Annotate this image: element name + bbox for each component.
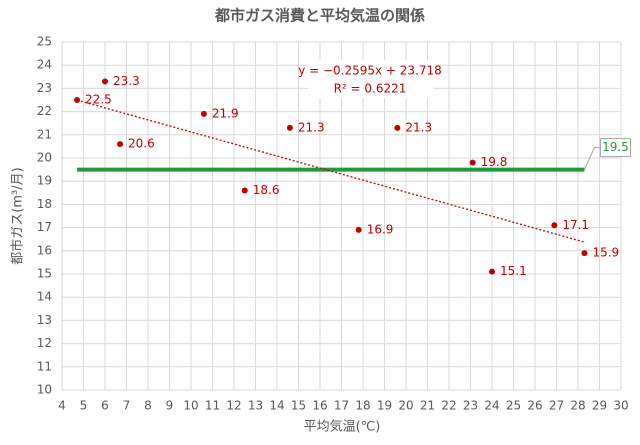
y-tick-label: 23 — [37, 81, 52, 95]
trend-r-squared: R² = 0.6221 — [334, 82, 407, 96]
y-tick-label: 24 — [37, 58, 52, 72]
data-label: 15.9 — [592, 246, 619, 260]
data-label: 21.3 — [298, 120, 325, 134]
y-tick-label: 16 — [37, 243, 52, 257]
x-tick-label: 10 — [183, 399, 198, 413]
x-axis-title: 平均気温(℃) — [304, 419, 381, 435]
y-tick-label: 18 — [37, 197, 52, 211]
x-tick-label: 12 — [226, 399, 241, 413]
equation-box — [308, 60, 433, 98]
y-tick-label: 15 — [37, 267, 52, 281]
x-tick-label: 27 — [549, 399, 564, 413]
x-tick-label: 9 — [166, 399, 174, 413]
x-tick-label: 26 — [527, 399, 542, 413]
x-tick-label: 8 — [144, 399, 152, 413]
data-label: 15.1 — [500, 264, 527, 278]
y-tick-label: 21 — [37, 127, 52, 141]
point — [469, 159, 476, 166]
point — [394, 124, 401, 131]
x-tick-label: 16 — [312, 399, 327, 413]
y-tick-label: 12 — [37, 336, 52, 350]
y-tick-label: 20 — [37, 151, 52, 165]
point — [241, 187, 248, 194]
data-label: 21.9 — [212, 106, 239, 120]
y-tick-label: 17 — [37, 220, 52, 234]
x-tick-label: 17 — [334, 399, 349, 413]
x-tick-label: 4 — [58, 399, 66, 413]
x-tick-label: 22 — [441, 399, 456, 413]
y-tick-label: 19 — [37, 174, 52, 188]
label-box — [599, 138, 631, 158]
trend-equation: y = −0.2595x + 23.718 — [298, 64, 442, 78]
point — [489, 268, 495, 275]
point — [74, 97, 81, 103]
data-label: 17.1 — [562, 218, 589, 232]
x-tick-label: 6 — [101, 399, 109, 413]
y-tick-label: 13 — [37, 313, 52, 327]
x-tick-label: 28 — [570, 399, 585, 413]
chart-title: 都市ガス消費と平均気温の関係 — [214, 7, 425, 25]
point — [355, 226, 362, 233]
data-label: 21.3 — [405, 120, 432, 134]
x-tick-label: 20 — [398, 399, 413, 413]
x-tick-label: 15 — [291, 399, 306, 413]
data-label: 19.8 — [481, 155, 508, 169]
x-tick-label: 29 — [592, 399, 607, 413]
x-tick-label: 24 — [484, 399, 499, 413]
x-tick-label: 25 — [506, 399, 521, 413]
point — [286, 124, 293, 131]
x-tick-label: 11 — [205, 399, 220, 413]
x-tick-label: 23 — [463, 399, 478, 413]
y-tick-label: 22 — [37, 104, 52, 118]
x-tick-label: 21 — [420, 399, 435, 413]
x-tick-label: 18 — [355, 399, 370, 413]
y-axis-title: 都市ガス(m³/月) — [10, 167, 26, 264]
y-tick-label: 10 — [37, 383, 52, 397]
data-label: 20.6 — [128, 137, 155, 151]
data-label: 18.6 — [253, 183, 280, 197]
data-label: 16.9 — [367, 222, 394, 236]
x-tick-label: 5 — [80, 399, 88, 413]
reference-label: 19.5 — [602, 140, 629, 154]
x-tick-label: 13 — [248, 399, 263, 413]
label-connector — [583, 147, 601, 170]
point — [102, 78, 108, 85]
x-tick-label: 14 — [269, 399, 284, 413]
x-tick-label: 19 — [377, 399, 392, 413]
point — [117, 141, 124, 148]
point — [200, 110, 207, 117]
y-tick-label: 14 — [37, 290, 52, 304]
y-tick-label: 11 — [37, 359, 52, 373]
point — [551, 222, 558, 229]
data-label: 23.3 — [113, 74, 140, 88]
x-tick-label: 30 — [613, 399, 628, 413]
y-tick-label: 25 — [37, 35, 52, 49]
point — [581, 250, 588, 257]
x-tick-label: 7 — [123, 399, 131, 413]
data-label: 22.5 — [85, 93, 112, 107]
